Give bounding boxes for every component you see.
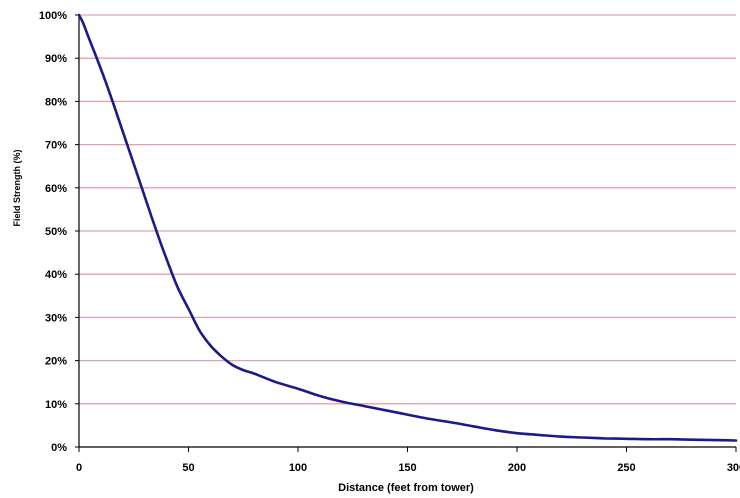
y-tick-label: 60% [45,183,67,195]
y-axis-label: Field Strength (%) [12,150,22,227]
x-tick-label: 250 [617,462,635,474]
x-tick-label: 300 [727,462,740,474]
y-tick-label: 30% [45,312,67,324]
tick-labels: 0% 10% 20% 30% 40% 50% 60% 70% 80% 90% 100% 0 50 100 1… [39,10,740,474]
y-tick-label: 70% [45,140,67,152]
y-tick-label: 0% [51,442,67,454]
x-axis-label: Distance (feet from tower) [338,482,474,494]
x-tick-label: 100 [289,462,307,474]
axes [75,14,737,452]
y-tick-label: 50% [45,226,67,238]
y-tick-label: 90% [45,53,67,65]
x-tick-label: 50 [182,462,194,474]
field-strength-line [77,13,738,442]
x-tick-label: 0 [76,462,82,474]
series-layer [77,13,738,442]
x-tick-label: 150 [398,462,416,474]
grid-layer [79,14,736,405]
y-tick-label: 20% [45,356,67,368]
x-tick-label: 200 [508,462,526,474]
y-tick-label: 100% [39,10,67,22]
y-tick-label: 80% [45,96,67,108]
y-tick-label: 10% [45,399,67,411]
y-tick-label: 40% [45,269,67,281]
